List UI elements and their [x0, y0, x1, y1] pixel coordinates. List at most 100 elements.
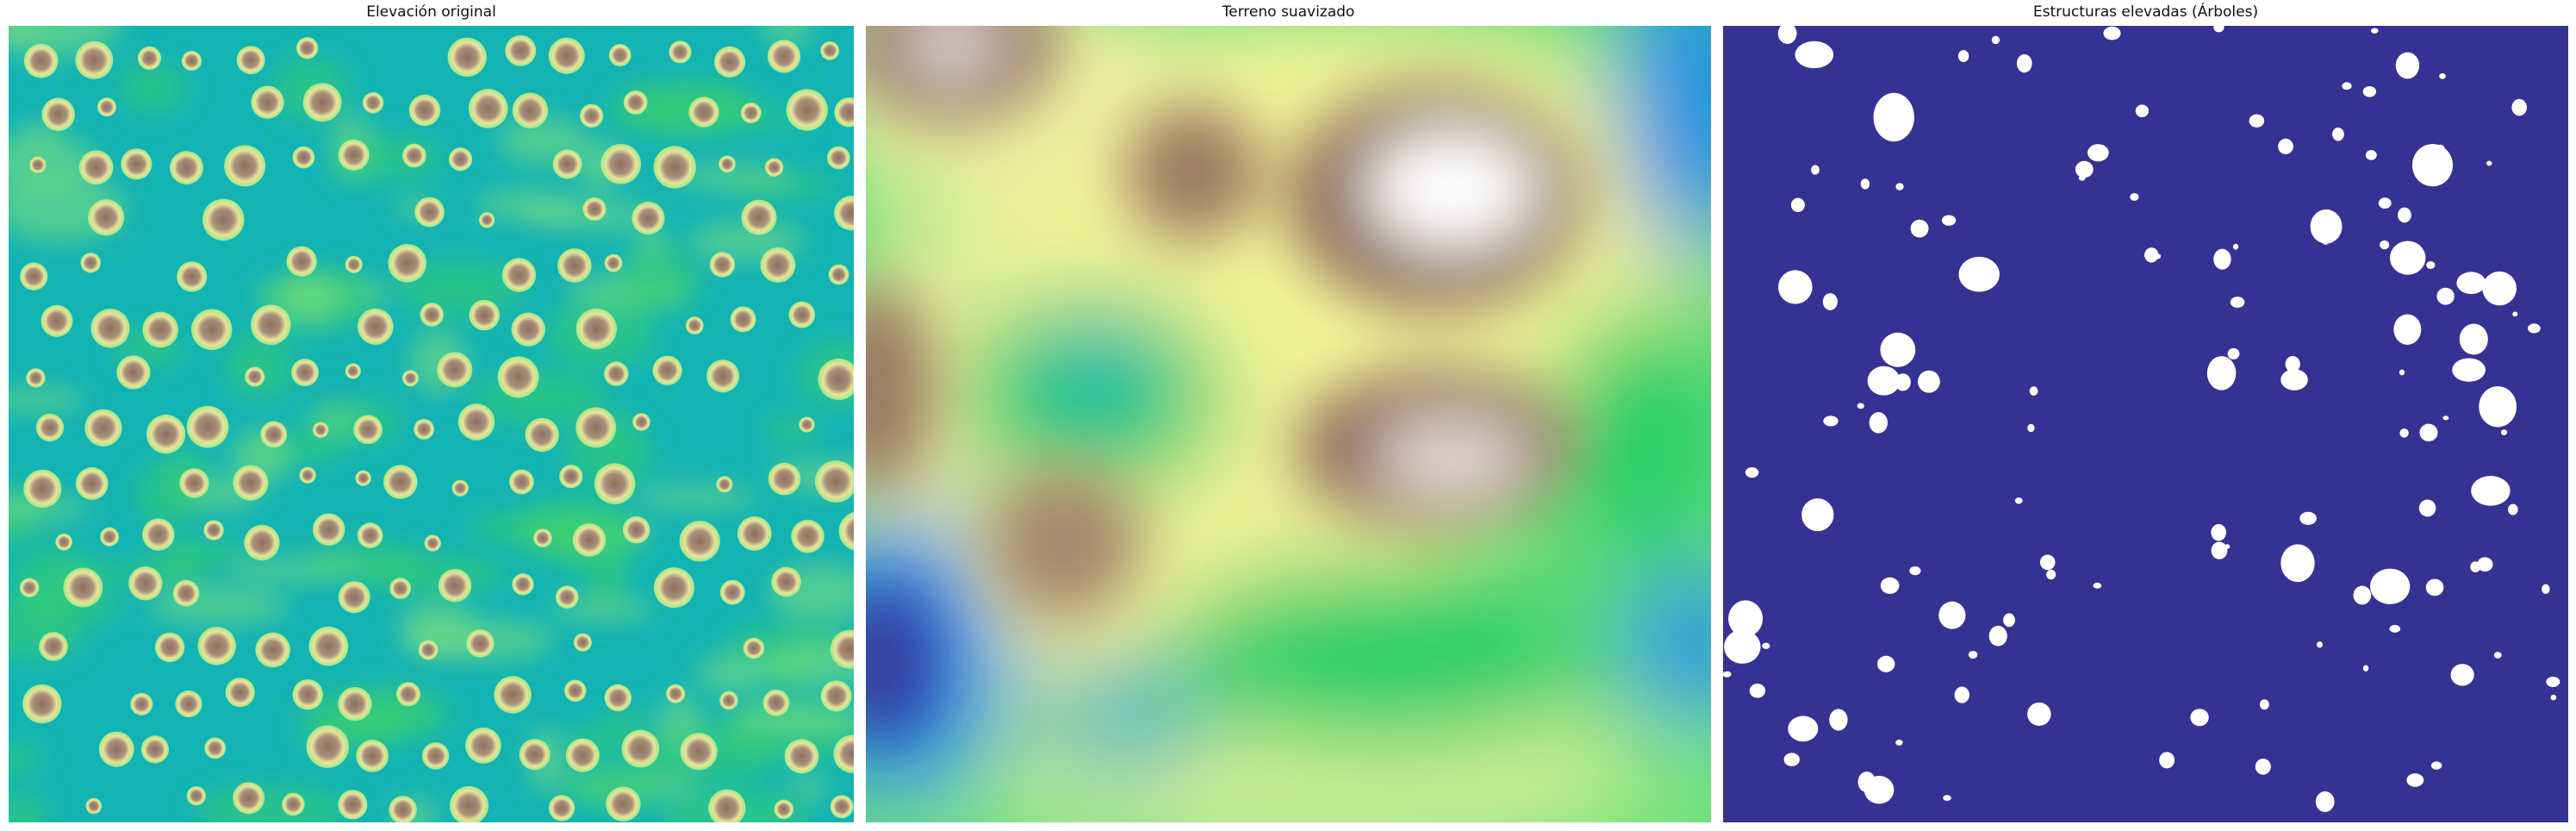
tree-blob: [1801, 498, 1834, 532]
tree-blob: [1823, 416, 1839, 427]
texture-patch: [225, 334, 296, 401]
tree-blob: [2342, 82, 2352, 91]
tree-crown: [401, 370, 419, 387]
tree-blob: [2486, 160, 2492, 166]
tree-blob: [2512, 311, 2518, 317]
tree-crown: [353, 415, 383, 445]
tree-crown: [552, 149, 582, 179]
tree-crown: [356, 740, 389, 772]
tree-crown: [338, 686, 372, 722]
tree-blob: [1795, 41, 1834, 69]
tree-blob: [1873, 92, 1914, 142]
tree-crown: [172, 579, 200, 607]
tree-crown: [508, 469, 534, 495]
tree-crown: [78, 150, 114, 185]
tree-crown: [494, 676, 532, 714]
tree-crown: [632, 413, 650, 431]
tree-blob: [2310, 209, 2343, 244]
tree-blob: [2493, 652, 2502, 659]
tree-crown: [737, 516, 772, 551]
tree-blob: [2353, 585, 2372, 605]
tree-crown: [137, 46, 161, 71]
tree-blob: [1909, 566, 1921, 576]
tree-blob: [1857, 403, 1864, 409]
tree-blob: [1777, 270, 1813, 304]
tree-crown: [395, 682, 421, 707]
tree-crown: [388, 244, 427, 283]
tree-blob: [2456, 272, 2486, 295]
tree-blob: [1829, 709, 1848, 731]
tree-crown: [774, 799, 793, 820]
tree-blob: [2389, 241, 2426, 275]
texture-patch: [632, 484, 758, 509]
tree-crown: [741, 199, 777, 235]
tree-crown: [389, 578, 412, 599]
tree-blob: [1749, 684, 1766, 698]
tree-crown: [600, 143, 642, 184]
tree-crown: [286, 246, 317, 277]
tree-crown: [255, 632, 290, 668]
tree-blob: [2130, 192, 2139, 201]
tree-blob: [2227, 347, 2240, 359]
tree-crown: [197, 627, 236, 665]
tree-crown: [604, 253, 623, 272]
tree-crown: [828, 264, 849, 285]
tree-blob: [2362, 85, 2377, 97]
tree-crown: [401, 143, 426, 168]
tree-crown: [838, 511, 854, 551]
tree-crown: [834, 97, 854, 128]
tree-crown: [833, 734, 854, 773]
panel-title-original: Elevación original: [366, 3, 496, 21]
tree-crown: [414, 197, 445, 228]
tree-crown: [814, 460, 854, 503]
tree-crown: [179, 468, 209, 498]
tree-blob: [2479, 386, 2517, 428]
texture-patch: [147, 542, 212, 584]
tree-crown: [559, 464, 583, 489]
tree-crown: [764, 158, 784, 177]
tree-crown: [830, 795, 854, 819]
tree-blob: [2393, 314, 2422, 345]
tree-blob: [1895, 183, 1904, 191]
tree-crown: [594, 463, 636, 504]
tree-crown: [799, 416, 815, 433]
tree-blob: [2439, 73, 2446, 79]
tree-crown: [826, 146, 850, 170]
tree-crown: [186, 405, 229, 448]
tree-blob: [2159, 752, 2175, 769]
tree-crown: [245, 366, 265, 387]
texture-patch: [119, 62, 187, 114]
tree-crown: [233, 465, 269, 501]
tree-crown: [565, 738, 600, 772]
tree-crown: [408, 94, 441, 127]
tree-crown: [573, 633, 592, 652]
tree-crown: [830, 629, 854, 669]
tree-crown: [345, 255, 363, 273]
tree-blob: [1728, 600, 1764, 637]
tree-blob: [2398, 207, 2411, 223]
tree-crown: [251, 304, 291, 345]
tree-blob: [2459, 323, 2488, 355]
tree-crown: [233, 782, 265, 815]
texture-patch: [278, 275, 338, 326]
tree-crown: [355, 470, 371, 486]
tree-crown: [820, 680, 852, 712]
texture-patch: [9, 387, 85, 413]
texture-patch: [728, 703, 854, 734]
tree-crown: [40, 304, 73, 337]
tree-crown: [548, 795, 576, 822]
tree-blob: [2378, 197, 2392, 209]
tree-blob: [2477, 557, 2493, 572]
tree-crown: [181, 50, 202, 72]
tree-crown: [312, 513, 345, 547]
tree-blob: [2093, 582, 2102, 589]
tree-crown: [19, 578, 40, 597]
tree-crown: [80, 253, 101, 273]
tree-crown: [292, 146, 315, 169]
tree-blob: [1938, 601, 1966, 629]
tree-crown: [771, 566, 801, 597]
tree-crown: [100, 527, 120, 547]
tree-blob: [1811, 165, 1820, 175]
tree-blob: [1895, 373, 1911, 391]
tree-crown: [142, 311, 178, 348]
